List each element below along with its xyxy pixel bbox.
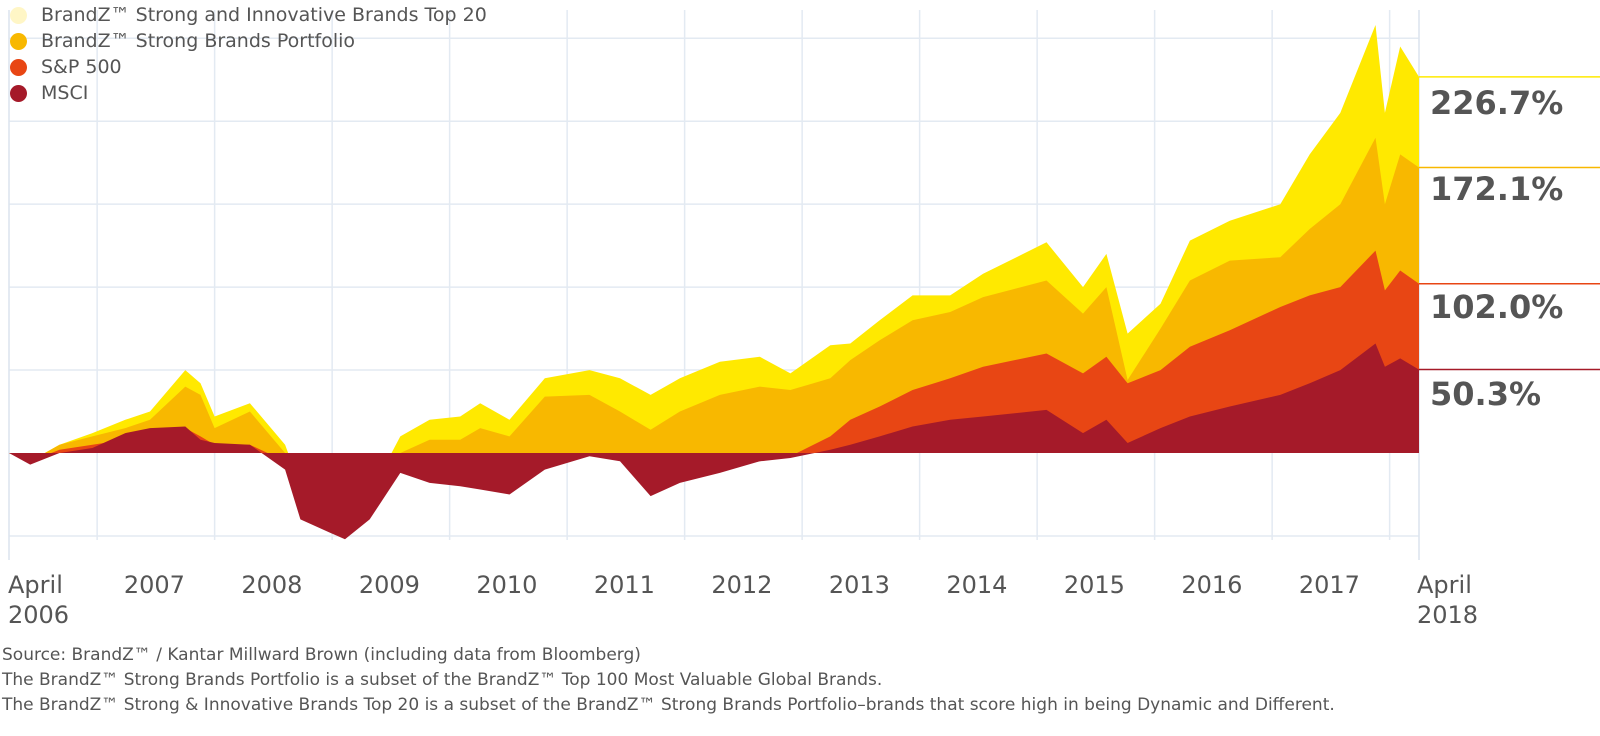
end-value-label: 226.7% xyxy=(1430,84,1564,122)
x-tick-label: 2009 xyxy=(358,571,420,599)
legend-item: S&P 500 xyxy=(10,54,487,80)
x-tick-label: April 2006 xyxy=(8,571,70,629)
x-tick-label: 2007 xyxy=(123,571,185,599)
legend-swatch xyxy=(10,6,27,24)
legend-label: BrandZ™ Strong Brands Portfolio xyxy=(41,30,356,52)
footnote: The BrandZ™ Strong & Innovative Brands T… xyxy=(2,695,1335,715)
x-tick-label: 2016 xyxy=(1181,571,1243,599)
legend-label: BrandZ™ Strong and Innovative Brands Top… xyxy=(41,4,487,26)
end-value-label: 50.3% xyxy=(1430,375,1542,413)
legend-swatch xyxy=(10,32,27,50)
x-tick-label: 2015 xyxy=(1063,571,1125,599)
x-tick-label: 2013 xyxy=(828,571,890,599)
footnote: The BrandZ™ Strong Brands Portfolio is a… xyxy=(2,670,883,690)
legend-swatch xyxy=(10,58,27,76)
legend-item: MSCI xyxy=(10,80,487,106)
legend-label: MSCI xyxy=(41,82,89,104)
chart-legend: BrandZ™ Strong and Innovative Brands Top… xyxy=(10,2,487,106)
legend-label: S&P 500 xyxy=(41,56,122,78)
x-tick-label: 2008 xyxy=(241,571,303,599)
x-tick-label: April 2018 xyxy=(1417,571,1479,629)
source-note: Source: BrandZ™ / Kantar Millward Brown … xyxy=(2,645,641,665)
x-tick-label: 2012 xyxy=(711,571,773,599)
x-tick-label: 2011 xyxy=(593,571,655,599)
end-value-label: 172.1% xyxy=(1430,170,1564,208)
x-tick-label: 2010 xyxy=(476,571,538,599)
area-msci xyxy=(9,343,1419,540)
legend-item: BrandZ™ Strong and Innovative Brands Top… xyxy=(10,2,487,28)
x-tick-label: 2014 xyxy=(946,571,1008,599)
legend-item: BrandZ™ Strong Brands Portfolio xyxy=(10,28,487,54)
x-tick-label: 2017 xyxy=(1298,571,1360,599)
end-value-label: 102.0% xyxy=(1430,288,1564,326)
legend-swatch xyxy=(10,84,27,102)
